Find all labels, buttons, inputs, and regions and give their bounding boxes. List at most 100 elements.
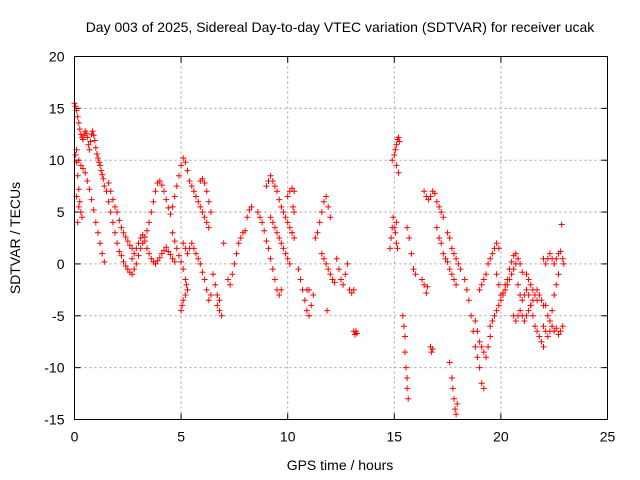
data-point — [551, 328, 558, 335]
data-point — [485, 260, 492, 267]
data-point — [442, 255, 449, 262]
data-point — [199, 209, 206, 216]
y-tick-label: 5 — [57, 204, 65, 220]
data-point — [86, 186, 93, 193]
data-point — [105, 180, 112, 186]
data-point — [544, 333, 551, 340]
data-point — [308, 302, 315, 309]
data-point — [218, 312, 225, 319]
data-point — [120, 258, 127, 265]
data-point — [76, 198, 83, 205]
data-point — [161, 247, 167, 254]
data-point — [269, 178, 276, 184]
data-point — [114, 240, 121, 247]
data-point — [525, 307, 532, 314]
data-point — [93, 151, 100, 157]
data-point — [312, 235, 319, 241]
data-point — [493, 240, 500, 247]
data-point — [271, 276, 278, 283]
data-point — [553, 281, 560, 288]
y-tick-label: 20 — [49, 49, 65, 65]
data-point — [182, 276, 189, 283]
data-point — [163, 244, 170, 251]
data-point — [314, 229, 321, 236]
data-point — [438, 209, 445, 216]
data-point — [183, 281, 190, 288]
data-point — [559, 255, 566, 262]
data-point — [320, 255, 327, 262]
data-point — [112, 229, 118, 236]
data-point — [344, 260, 351, 267]
data-point — [448, 245, 455, 252]
data-point — [92, 144, 99, 151]
x-axis-title: GPS time / hours — [287, 457, 394, 473]
data-point — [525, 276, 532, 283]
data-point — [269, 266, 276, 273]
data-point — [497, 297, 504, 304]
data-point — [216, 307, 223, 314]
data-point — [487, 323, 494, 330]
data-point — [101, 183, 108, 190]
data-point — [391, 152, 398, 158]
data-point — [167, 211, 174, 218]
data-point — [131, 250, 138, 257]
data-point — [180, 266, 187, 273]
data-point — [195, 198, 202, 205]
data-series — [71, 100, 567, 418]
data-point — [389, 157, 396, 164]
data-point — [148, 255, 155, 262]
chart-title: Day 003 of 2025, Sidereal Day-to-day VTE… — [86, 19, 596, 35]
data-point — [82, 169, 89, 176]
data-point — [118, 224, 125, 231]
data-point — [205, 297, 212, 304]
data-point — [400, 323, 407, 330]
data-point — [77, 162, 84, 169]
data-point — [210, 271, 217, 278]
data-point — [176, 172, 182, 179]
data-point — [109, 219, 116, 226]
data-point — [133, 260, 140, 267]
data-point — [118, 252, 125, 259]
data-point — [453, 255, 460, 262]
data-point — [327, 214, 334, 221]
data-point — [124, 238, 131, 245]
data-point — [116, 248, 123, 255]
data-point — [472, 343, 479, 350]
data-point — [188, 240, 195, 247]
data-point — [84, 178, 91, 184]
data-point — [158, 250, 165, 257]
data-point — [261, 227, 268, 234]
data-point — [396, 138, 403, 145]
data-point — [395, 134, 402, 141]
data-point — [267, 255, 274, 262]
data-point — [444, 258, 451, 265]
data-point — [465, 297, 472, 304]
data-point — [212, 281, 219, 288]
data-point — [451, 395, 457, 402]
data-point — [97, 162, 104, 169]
data-point — [129, 271, 136, 278]
data-point — [546, 318, 553, 324]
data-point — [348, 290, 355, 296]
data-point — [438, 240, 445, 247]
data-point — [452, 406, 459, 413]
data-point — [306, 312, 312, 319]
data-point — [274, 229, 280, 236]
data-point — [276, 235, 283, 241]
data-point — [190, 245, 197, 252]
data-point — [487, 333, 494, 340]
data-point — [508, 258, 515, 265]
data-point — [72, 103, 79, 110]
data-point — [448, 375, 455, 381]
data-point — [276, 196, 283, 203]
data-point — [446, 235, 453, 241]
data-point — [478, 380, 485, 387]
data-point — [165, 248, 172, 255]
data-point — [451, 276, 457, 283]
data-point — [504, 276, 511, 283]
data-point — [112, 203, 118, 210]
data-point — [150, 198, 157, 205]
data-point — [310, 292, 317, 298]
data-point — [74, 113, 81, 120]
data-point — [327, 271, 334, 278]
